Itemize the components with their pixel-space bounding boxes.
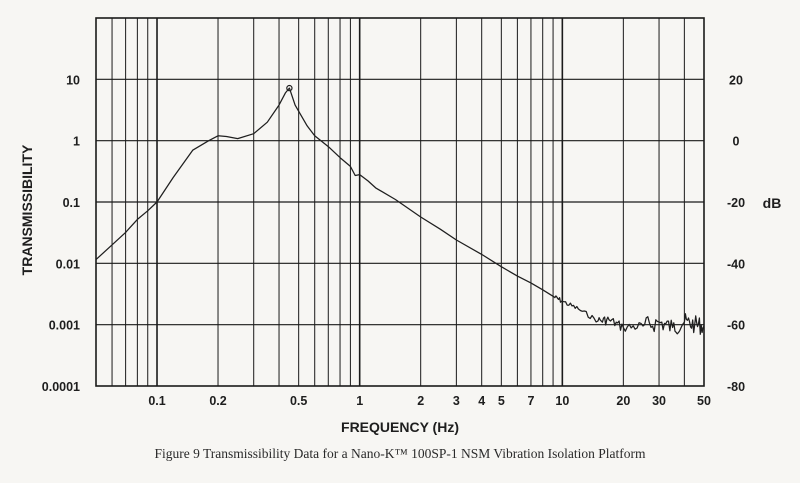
x-tick-label: 2 <box>417 394 424 408</box>
x-tick-label: 5 <box>498 394 505 408</box>
x-axis-label: FREQUENCY (Hz) <box>341 419 459 435</box>
y-tick-label: 0.001 <box>49 319 80 333</box>
x-tick-label: 7 <box>527 394 534 408</box>
x-tick-label: 20 <box>616 394 630 408</box>
y2-tick-label: -40 <box>727 257 745 271</box>
y-tick-label: 0.0001 <box>42 380 80 394</box>
figure-caption: Figure 9 Transmissibility Data for a Nan… <box>154 446 646 461</box>
y2-tick-label: 20 <box>729 73 743 87</box>
y-tick-label: 10 <box>66 73 80 87</box>
x-tick-label: 1 <box>356 394 363 408</box>
transmissibility-series-line <box>95 87 705 335</box>
y2-tick-labels: 20 0 -20 -40 -60 -80 <box>727 73 745 394</box>
y-tick-label: 0.1 <box>63 196 80 210</box>
x-tick-label: 3 <box>453 394 460 408</box>
y-tick-label: 0.01 <box>56 257 80 271</box>
y2-tick-label: -20 <box>727 196 745 210</box>
x-tick-label: 0.1 <box>148 394 165 408</box>
y-axis-label: TRANSMISSIBILITY <box>19 144 35 275</box>
y2-tick-label: 0 <box>733 135 740 149</box>
x-tick-label: 50 <box>697 394 711 408</box>
x-tick-label: 4 <box>478 394 485 408</box>
y2-tick-label: -80 <box>727 380 745 394</box>
plot-frame <box>95 17 705 387</box>
y2-axis-label: dB <box>763 195 782 211</box>
x-tick-labels: 0.1 0.2 0.5 1 2 3 4 5 7 10 20 30 50 <box>148 394 711 408</box>
x-tick-label: 10 <box>555 394 569 408</box>
y-tick-label: 1 <box>73 135 80 149</box>
grid-lines <box>96 18 704 386</box>
x-tick-label: 0.5 <box>290 394 307 408</box>
x-tick-label: 30 <box>652 394 666 408</box>
resonance-peak-marker <box>286 84 293 92</box>
x-tick-label: 0.2 <box>209 394 226 408</box>
y-tick-labels: 10 1 0.1 0.01 0.001 0.0001 <box>42 73 80 394</box>
y2-tick-label: -60 <box>727 319 745 333</box>
